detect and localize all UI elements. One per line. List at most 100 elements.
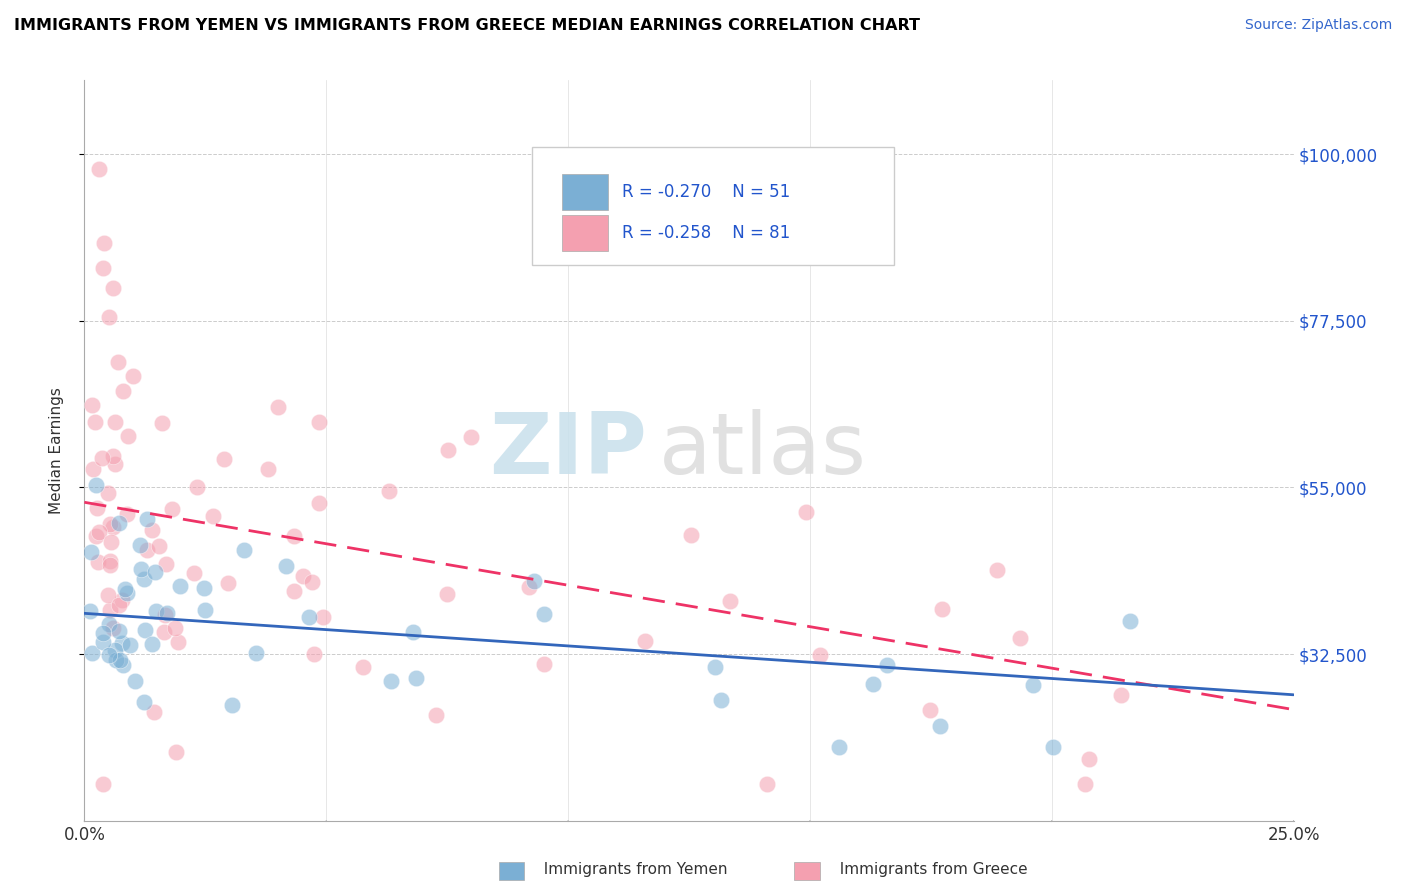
Point [141,523,163,537]
Point [150,416,173,430]
Point [132,572,155,586]
Point [111,593,134,607]
Point [91,776,114,791]
Point [533,607,555,621]
Point [166,635,188,649]
Point [302,647,325,661]
Point [107,354,129,368]
Point [183,566,205,580]
Point [111,635,134,649]
Point [134,695,156,709]
Point [1008,631,1031,645]
Text: Immigrants from Yemen: Immigrants from Yemen [534,863,728,877]
Point [186,480,208,494]
Point [107,598,129,612]
Point [136,512,159,526]
Point [80,545,103,559]
Point [193,582,215,596]
Point [1119,615,1142,629]
Point [101,621,124,635]
Point [98,648,121,663]
Point [245,646,267,660]
Point [104,415,127,429]
Point [283,529,305,543]
Point [87,162,110,177]
Point [425,708,447,723]
Point [808,648,831,662]
Point [91,260,114,275]
Point [98,603,121,617]
Point [143,705,166,719]
Point [523,574,546,588]
Point [111,657,134,672]
Point [920,703,942,717]
Point [267,400,290,414]
Point [101,520,124,534]
Point [437,443,460,458]
Point [212,451,235,466]
Point [91,625,114,640]
Point [634,633,657,648]
Point [405,672,427,686]
Point [1074,776,1097,791]
Point [103,280,125,294]
Point [794,505,817,519]
Point [141,637,163,651]
Point [98,554,121,568]
Point [194,603,217,617]
Point [283,583,305,598]
Point [136,542,159,557]
Point [120,638,142,652]
Point [100,558,122,573]
Point [380,673,402,688]
Point [201,509,224,524]
Point [155,557,177,571]
Point [232,542,254,557]
Point [86,529,108,543]
Point [82,646,104,660]
Point [145,604,167,618]
Text: ZIP: ZIP [489,409,647,492]
Point [862,677,884,691]
Text: atlas: atlas [659,409,866,492]
Point [156,606,179,620]
Point [827,739,849,754]
Point [352,660,374,674]
Point [436,587,458,601]
Point [517,580,540,594]
Point [710,693,733,707]
Point [755,776,778,791]
Point [153,608,176,623]
Point [148,539,170,553]
Point [928,719,950,733]
Point [308,415,330,429]
Point [221,698,243,712]
Point [82,461,104,475]
Point [91,451,114,466]
Point [1078,752,1101,766]
Point [378,484,401,499]
Point [291,568,314,582]
Point [143,565,166,579]
Point [117,586,139,600]
FancyBboxPatch shape [562,174,607,210]
Text: IMMIGRANTS FROM YEMEN VS IMMIGRANTS FROM GREECE MEDIAN EARNINGS CORRELATION CHAR: IMMIGRANTS FROM YEMEN VS IMMIGRANTS FROM… [14,18,920,33]
Point [276,558,298,573]
Point [108,516,131,530]
Point [402,624,425,639]
Point [160,502,183,516]
Point [931,602,953,616]
Point [108,624,131,638]
Point [718,593,741,607]
Point [117,428,139,442]
Point [131,562,153,576]
Y-axis label: Median Earnings: Median Earnings [49,387,63,514]
Point [679,528,702,542]
Point [101,449,124,463]
Point [98,616,121,631]
Point [93,236,115,251]
Point [97,589,120,603]
Point [97,485,120,500]
Point [1042,739,1064,754]
Point [1109,688,1132,702]
